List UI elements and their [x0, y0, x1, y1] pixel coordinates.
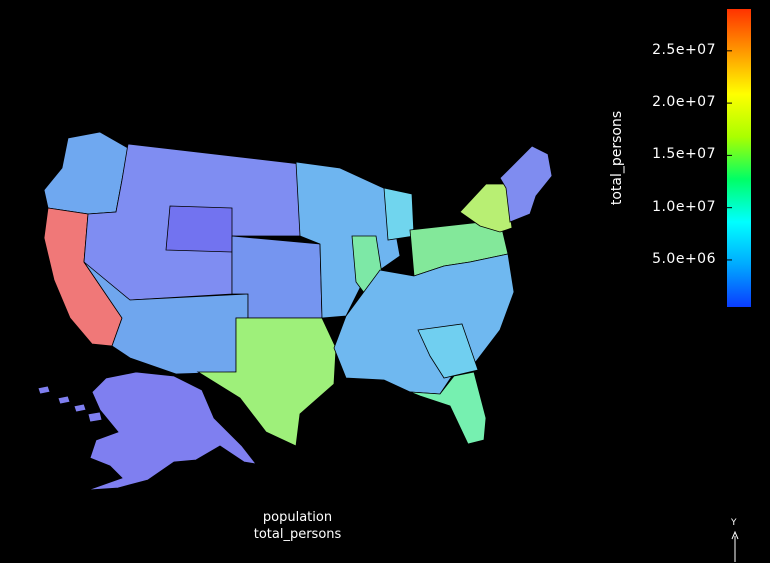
state-region-midwest[interactable] — [295, 161, 401, 319]
colorbar-tick-label: 1.5e+07 — [652, 146, 716, 163]
caption-dataset: population — [262, 510, 333, 525]
state-region-wyoming[interactable] — [165, 205, 233, 253]
colorbar-tick-label: 2.5e+07 — [652, 41, 716, 58]
state-region-georgia[interactable] — [417, 323, 479, 379]
colorbar-tick-label: 1.0e+07 — [652, 198, 716, 215]
us-states-map[interactable] — [37, 131, 553, 491]
state-region-alaska[interactable] — [87, 371, 257, 491]
state-region-hawaii[interactable] — [37, 385, 103, 423]
caption-variable: total_persons — [253, 527, 342, 542]
axis-arrow-head — [731, 530, 739, 540]
state-region-florida[interactable] — [409, 371, 487, 445]
colorbar-tick-label: 2.0e+07 — [652, 94, 716, 111]
colorbar-gradient — [727, 9, 751, 307]
colorbar — [727, 9, 751, 307]
colorbar-title: total_persons — [609, 110, 625, 206]
state-region-pacific-nw[interactable] — [43, 131, 129, 215]
axis-y-label: Y — [731, 518, 737, 528]
state-region-texas[interactable] — [196, 317, 337, 447]
axis-indicator — [731, 530, 739, 562]
state-region-new-york[interactable] — [459, 183, 513, 233]
state-region-michigan[interactable] — [383, 187, 415, 241]
state-region-new-england[interactable] — [499, 145, 553, 223]
colorbar-tick-label: 5.0e+06 — [652, 250, 716, 267]
